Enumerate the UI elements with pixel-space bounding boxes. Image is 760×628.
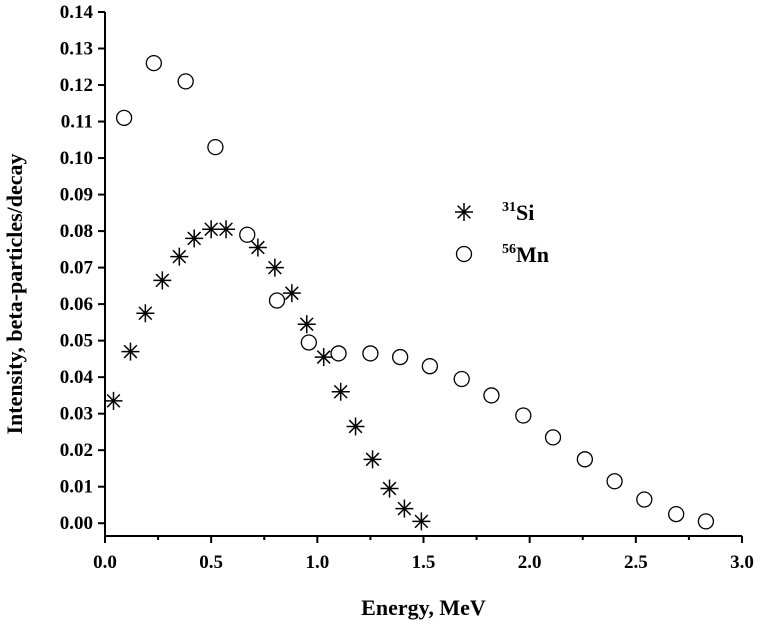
data-point-si [217, 220, 236, 239]
data-point-mn [268, 292, 286, 309]
data-point-si [136, 304, 155, 323]
data-point-si [121, 342, 140, 361]
legend-isotope-mass: 56 [502, 242, 516, 257]
y-tick-label: 0.07 [60, 258, 94, 279]
data-point-si [297, 315, 316, 334]
data-point-mn [515, 407, 532, 424]
y-tick-label: 0.03 [60, 404, 93, 425]
data-point-mn [576, 451, 594, 468]
data-point-mn [300, 334, 317, 351]
y-tick-label: 0.12 [60, 75, 93, 96]
legend-element-symbol: Mn [516, 242, 549, 267]
data-point-si [363, 450, 382, 469]
data-point-si [412, 512, 431, 531]
x-tick-label: 0.0 [93, 552, 117, 573]
x-tick-label: 1.5 [412, 552, 436, 573]
legend-label-si: 31Si [502, 200, 534, 225]
series-si [104, 220, 431, 531]
y-tick-label: 0.06 [60, 294, 93, 315]
data-point-mn [606, 473, 623, 490]
data-point-si [380, 479, 399, 498]
y-tick-label: 0.11 [61, 112, 93, 133]
data-point-si [314, 348, 333, 367]
x-tick-label: 0.5 [199, 552, 223, 573]
data-point-mn [421, 358, 439, 375]
data-point-mn [177, 73, 194, 90]
data-point-si [282, 284, 301, 303]
series-layer [104, 54, 715, 531]
y-tick-label: 0.14 [60, 2, 94, 23]
data-point-si [331, 382, 350, 401]
legend-marker-si [455, 203, 473, 221]
data-point-mn [239, 226, 256, 243]
data-point-si [153, 271, 172, 290]
y-tick-label: 0.08 [60, 221, 93, 242]
legend-isotope-mass: 31 [502, 200, 516, 215]
legend-element-symbol: Si [516, 200, 534, 225]
data-point-si [185, 229, 204, 248]
data-point-mn [453, 370, 470, 388]
data-point-mn [115, 109, 133, 127]
data-point-mn [391, 348, 409, 366]
data-point-si [346, 417, 365, 436]
data-point-si [170, 247, 189, 266]
x-tick-label: 3.0 [730, 552, 754, 573]
data-point-mn [207, 138, 224, 156]
y-axis-title: Intensity, beta-particles/decay [2, 153, 27, 434]
data-point-mn [697, 513, 715, 530]
data-point-mn [544, 429, 562, 446]
data-point-si [265, 258, 284, 277]
y-tick-label: 0.00 [60, 513, 93, 534]
y-ticks: 0.00 0.01 0.02 0.03 0.04 0.05 0.06 0.07 0.08 0.09… [60, 2, 105, 534]
data-point-mn [330, 345, 347, 362]
data-point-si [104, 391, 123, 410]
y-tick-label: 0.04 [60, 367, 94, 388]
legend-label-mn: 56Mn [502, 242, 549, 267]
data-point-mn [636, 491, 653, 508]
y-tick-label: 0.01 [60, 477, 93, 498]
y-tick-label: 0.05 [60, 331, 93, 352]
legend: 31Si 56Mn [455, 200, 549, 267]
data-point-mn [668, 505, 685, 523]
x-axis-title: Energy, MeV [361, 595, 486, 620]
data-point-mn [145, 54, 162, 72]
x-tick-label: 1.0 [305, 552, 329, 573]
y-tick-label: 0.02 [60, 440, 93, 461]
data-point-si [395, 499, 414, 518]
legend-marker-mn [455, 245, 473, 263]
data-point-mn [362, 345, 379, 362]
x-tick-label: 2.5 [624, 552, 648, 573]
x-ticks: 0.0 0.5 1.0 1.5 2.0 2.5 3.0 [93, 536, 754, 573]
series-mn [115, 54, 715, 530]
data-point-mn [483, 387, 500, 404]
y-tick-label: 0.09 [60, 185, 93, 206]
data-point-si [248, 238, 267, 257]
y-tick-label: 0.10 [60, 148, 93, 169]
x-tick-label: 2.0 [518, 552, 542, 573]
y-tick-label: 0.13 [60, 39, 93, 60]
